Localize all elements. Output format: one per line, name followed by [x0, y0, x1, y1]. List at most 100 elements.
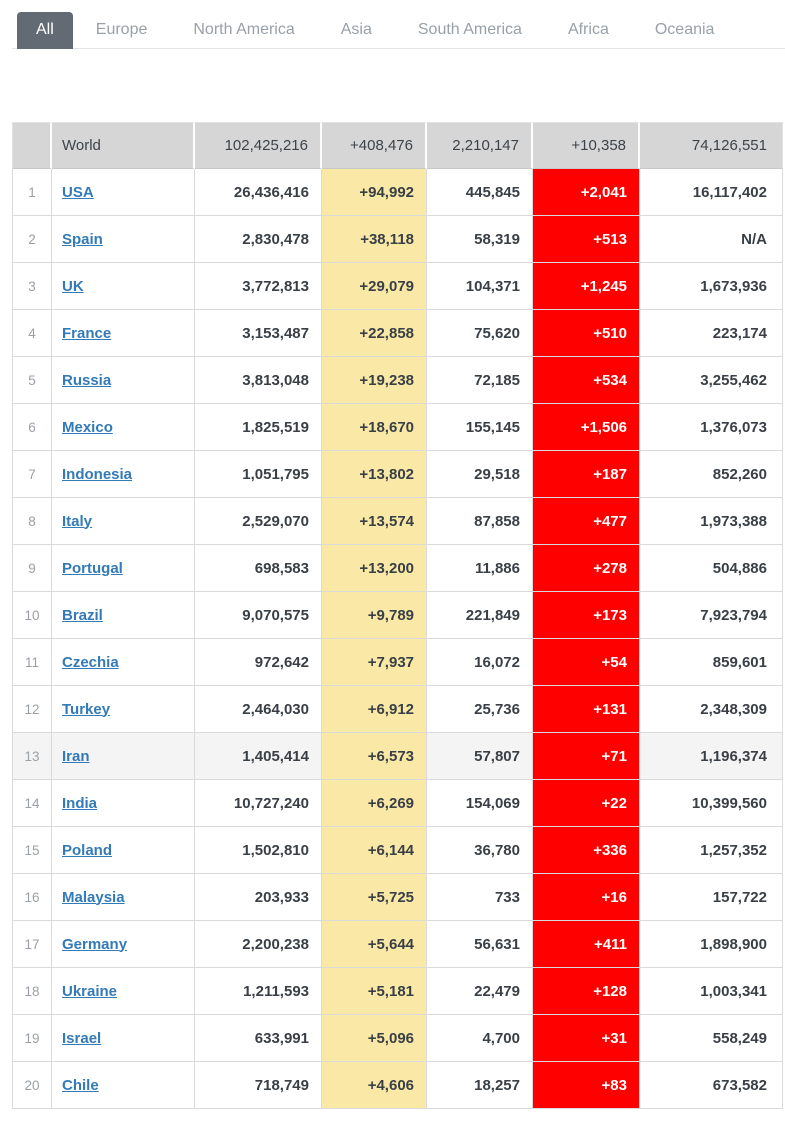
- cell-new-deaths: +16: [533, 874, 640, 921]
- cell-total-deaths: 154,069: [427, 780, 533, 827]
- country-link[interactable]: UK: [62, 277, 84, 295]
- country-link[interactable]: Brazil: [62, 606, 103, 624]
- cell-total-cases: 633,991: [195, 1015, 322, 1062]
- cell-recovered: 1,196,374: [640, 733, 783, 780]
- row-rank: 17: [12, 921, 52, 968]
- cell-total-cases: 1,051,795: [195, 451, 322, 498]
- tab-south-america[interactable]: South America: [417, 21, 522, 38]
- row-rank: 2: [12, 216, 52, 263]
- row-rank: 6: [12, 404, 52, 451]
- tab-africa[interactable]: Africa: [567, 21, 609, 38]
- country-cell: India: [52, 780, 195, 827]
- continent-tabs: All Europe North America Asia South America A…: [12, 12, 785, 49]
- cell-new-deaths: +1,506: [533, 404, 640, 451]
- country-link[interactable]: Malaysia: [62, 888, 125, 906]
- table-body: 1 USA 26,436,416 +94,992 445,845 +2,041 …: [12, 169, 783, 1109]
- country-link[interactable]: Czechia: [62, 653, 119, 671]
- country-cell: Brazil: [52, 592, 195, 639]
- table-row: 8 Italy 2,529,070 +13,574 87,858 +477 1,…: [12, 498, 783, 545]
- country-link[interactable]: Ukraine: [62, 982, 118, 1000]
- row-rank: 12: [12, 686, 52, 733]
- country-link[interactable]: Israel: [62, 1029, 102, 1047]
- table-row: 6 Mexico 1,825,519 +18,670 155,145 +1,50…: [12, 404, 783, 451]
- country-link[interactable]: India: [62, 794, 98, 812]
- country-link[interactable]: Chile: [62, 1076, 99, 1094]
- country-cell: Chile: [52, 1062, 195, 1109]
- world-total-deaths: 2,210,147: [427, 122, 533, 169]
- cell-total-cases: 1,405,414: [195, 733, 322, 780]
- cell-recovered: 1,376,073: [640, 404, 783, 451]
- world-total-cases: 102,425,216: [195, 122, 322, 169]
- cell-total-deaths: 18,257: [427, 1062, 533, 1109]
- table-row: 10 Brazil 9,070,575 +9,789 221,849 +173 …: [12, 592, 783, 639]
- world-new-deaths: +10,358: [533, 122, 640, 169]
- cell-total-deaths: 4,700: [427, 1015, 533, 1062]
- country-link[interactable]: Poland: [62, 841, 113, 859]
- cell-new-deaths: +513: [533, 216, 640, 263]
- cell-total-cases: 3,772,813: [195, 263, 322, 310]
- cell-total-deaths: 104,371: [427, 263, 533, 310]
- table-row: 18 Ukraine 1,211,593 +5,181 22,479 +128 …: [12, 968, 783, 1015]
- country-cell: Malaysia: [52, 874, 195, 921]
- cell-new-cases: +19,238: [322, 357, 427, 404]
- cell-new-deaths: +173: [533, 592, 640, 639]
- table-row: 14 India 10,727,240 +6,269 154,069 +22 1…: [12, 780, 783, 827]
- tab-north-america[interactable]: North America: [193, 21, 295, 38]
- cell-new-cases: +29,079: [322, 263, 427, 310]
- cell-recovered: 504,886: [640, 545, 783, 592]
- cell-new-cases: +94,992: [322, 169, 427, 216]
- country-link[interactable]: USA: [62, 183, 94, 201]
- cell-recovered: 2,348,309: [640, 686, 783, 733]
- country-link[interactable]: Iran: [62, 747, 90, 765]
- cell-total-cases: 203,933: [195, 874, 322, 921]
- world-row: World 102,425,216 +408,476 2,210,147 +10…: [12, 122, 783, 169]
- countries-table: World 102,425,216 +408,476 2,210,147 +10…: [12, 122, 783, 1109]
- cell-new-cases: +6,573: [322, 733, 427, 780]
- country-cell: Italy: [52, 498, 195, 545]
- cell-new-cases: +5,725: [322, 874, 427, 921]
- cell-recovered: 16,117,402: [640, 169, 783, 216]
- tab-europe[interactable]: Europe: [95, 21, 148, 38]
- country-link[interactable]: Germany: [62, 935, 128, 953]
- cell-recovered: 1,003,341: [640, 968, 783, 1015]
- row-rank: 9: [12, 545, 52, 592]
- world-label: World: [52, 122, 195, 169]
- row-rank: 8: [12, 498, 52, 545]
- cell-new-deaths: +1,245: [533, 263, 640, 310]
- cell-total-deaths: 29,518: [427, 451, 533, 498]
- cell-total-deaths: 11,886: [427, 545, 533, 592]
- country-link[interactable]: France: [62, 324, 112, 342]
- cell-recovered: 1,257,352: [640, 827, 783, 874]
- tab-all[interactable]: All: [17, 12, 73, 48]
- cell-new-deaths: +54: [533, 639, 640, 686]
- cell-total-cases: 698,583: [195, 545, 322, 592]
- table-row: 15 Poland 1,502,810 +6,144 36,780 +336 1…: [12, 827, 783, 874]
- row-rank: 7: [12, 451, 52, 498]
- cell-recovered: 1,673,936: [640, 263, 783, 310]
- country-link[interactable]: Mexico: [62, 418, 113, 436]
- country-cell: Iran: [52, 733, 195, 780]
- row-rank: 16: [12, 874, 52, 921]
- country-link[interactable]: Turkey: [62, 700, 111, 718]
- cell-total-deaths: 155,145: [427, 404, 533, 451]
- cell-total-deaths: 445,845: [427, 169, 533, 216]
- country-link[interactable]: Portugal: [62, 559, 123, 577]
- country-link[interactable]: Russia: [62, 371, 112, 389]
- country-link[interactable]: Indonesia: [62, 465, 133, 483]
- cell-new-cases: +13,574: [322, 498, 427, 545]
- row-rank: 13: [12, 733, 52, 780]
- cell-total-deaths: 56,631: [427, 921, 533, 968]
- country-link[interactable]: Italy: [62, 512, 93, 530]
- tab-oceania[interactable]: Oceania: [654, 21, 715, 38]
- row-rank: 5: [12, 357, 52, 404]
- tab-asia[interactable]: Asia: [340, 21, 372, 38]
- cell-new-cases: +7,937: [322, 639, 427, 686]
- cell-total-deaths: 733: [427, 874, 533, 921]
- cell-recovered: 157,722: [640, 874, 783, 921]
- cell-total-deaths: 87,858: [427, 498, 533, 545]
- country-link[interactable]: Spain: [62, 230, 103, 248]
- cell-total-cases: 1,211,593: [195, 968, 322, 1015]
- cell-new-cases: +22,858: [322, 310, 427, 357]
- table-row: 16 Malaysia 203,933 +5,725 733 +16 157,7…: [12, 874, 783, 921]
- table-row: 1 USA 26,436,416 +94,992 445,845 +2,041 …: [12, 169, 783, 216]
